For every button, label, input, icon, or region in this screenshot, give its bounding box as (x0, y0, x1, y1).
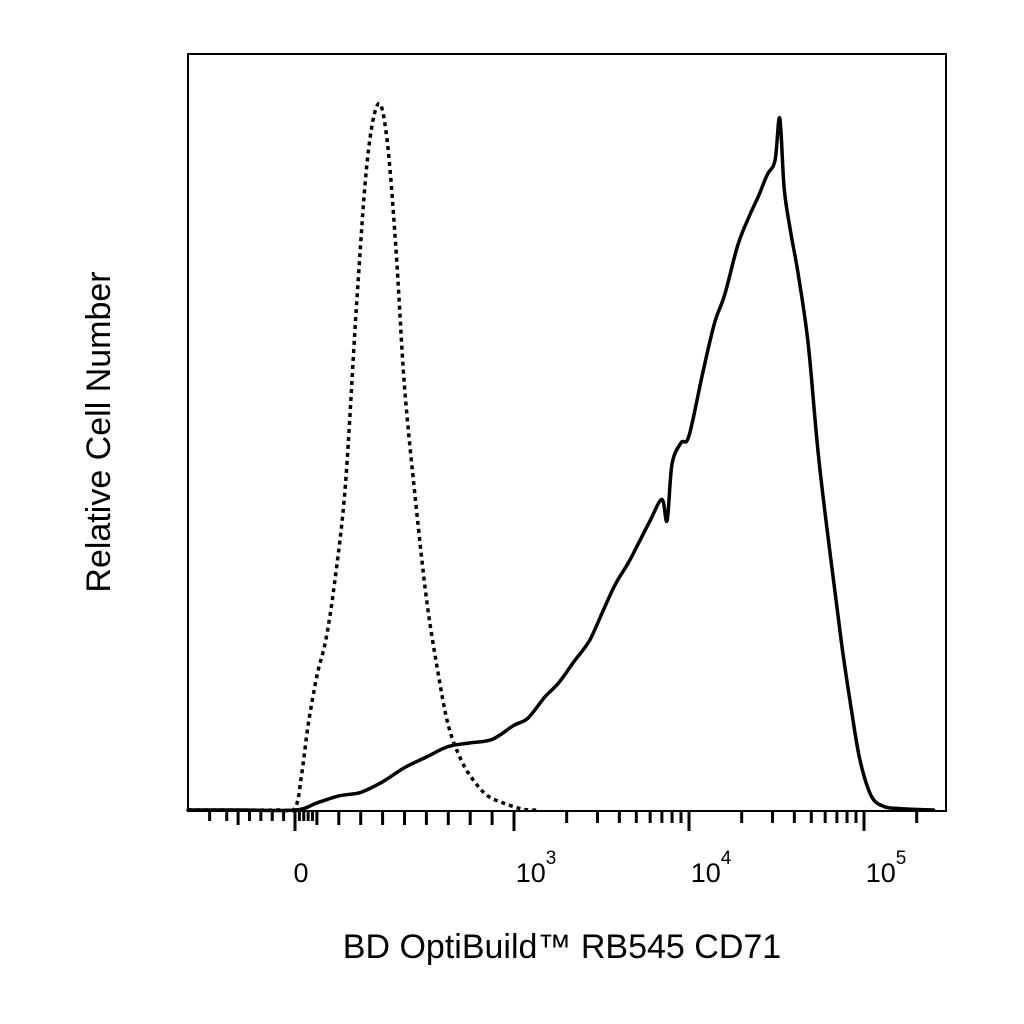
x-axis-ticks (208, 811, 919, 831)
x-axis-title: BD OptiBuild™ RB545 CD71 (343, 928, 781, 966)
control-histogram-line (188, 101, 540, 813)
x-tick-label: 105 (866, 848, 907, 888)
x-tick-label: 103 (516, 848, 557, 888)
x-tick-label: 0 (293, 858, 308, 888)
x-axis-tick-labels: 0 103 104 105 (293, 848, 906, 888)
series-layer (186, 101, 936, 813)
plot-frame (187, 53, 947, 812)
stained-histogram-line (186, 116, 936, 813)
y-axis-title: Relative Cell Number (80, 271, 118, 592)
x-tick-label: 104 (691, 848, 732, 888)
